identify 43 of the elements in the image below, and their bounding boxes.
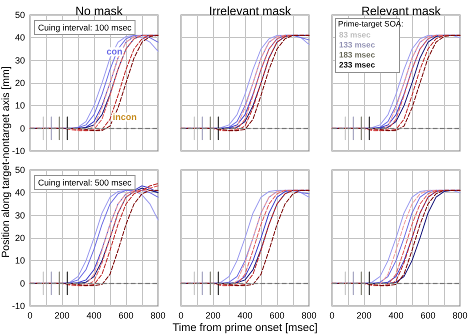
text: 233 msec	[339, 60, 376, 70]
y-tick-label: 0	[20, 123, 25, 134]
legend-title: Prime-target SOA:	[338, 20, 404, 28]
y-axis-title: Position along target-nontarget axis [mm]	[0, 65, 12, 260]
x-tick-label: 400	[388, 310, 404, 320]
x-tick-label: 800	[301, 310, 317, 320]
chart-title: Irrelevant mask	[208, 4, 292, 18]
y-tick-label: 30	[14, 210, 25, 220]
text: 133 msec	[339, 40, 376, 50]
y-tick-label: 10	[14, 256, 25, 266]
chart-title: Relevant mask	[361, 4, 442, 18]
text: 183 msec	[339, 50, 376, 60]
x-tick-label: 200	[356, 310, 372, 320]
y-tick-label: 30	[14, 55, 25, 66]
x-tick-label: 0	[27, 310, 33, 320]
y-tick-label: 20	[14, 78, 25, 88]
x-tick-label: 200	[205, 310, 221, 320]
x-tick-label: 600	[420, 310, 436, 320]
x-tick-label: 600	[269, 310, 285, 320]
y-tick-label: 40	[14, 188, 25, 198]
y-tick-label: -10	[12, 146, 25, 156]
annotation: Cuing interval: 100 msec	[38, 22, 132, 32]
y-tick-label: 20	[14, 233, 25, 243]
x-tick-label: 800	[452, 310, 468, 320]
x-tick-label: 200	[54, 310, 70, 320]
x-tick-label: 600	[118, 310, 134, 320]
chart-title: No mask	[75, 4, 124, 18]
x-tick-label: 400	[237, 310, 253, 320]
annotation: con	[106, 46, 122, 57]
y-tick-label: 50	[14, 165, 25, 175]
text: 83 msec	[339, 30, 372, 40]
y-tick-label: 40	[14, 32, 25, 43]
x-tick-label: 800	[150, 310, 166, 320]
y-tick-label: 50	[14, 10, 25, 20]
x-tick-label: 0	[329, 310, 335, 320]
annotation: incon	[112, 112, 137, 122]
y-tick-label: 10	[14, 100, 25, 111]
y-tick-label: 0	[20, 278, 25, 288]
annotation: Cuing interval: 500 msec	[38, 178, 132, 188]
x-axis-title: Time from prime onset [msec]	[171, 322, 319, 334]
x-tick-label: 0	[178, 310, 184, 320]
x-tick-label: 400	[86, 310, 102, 320]
y-tick-label: -10	[12, 301, 25, 311]
